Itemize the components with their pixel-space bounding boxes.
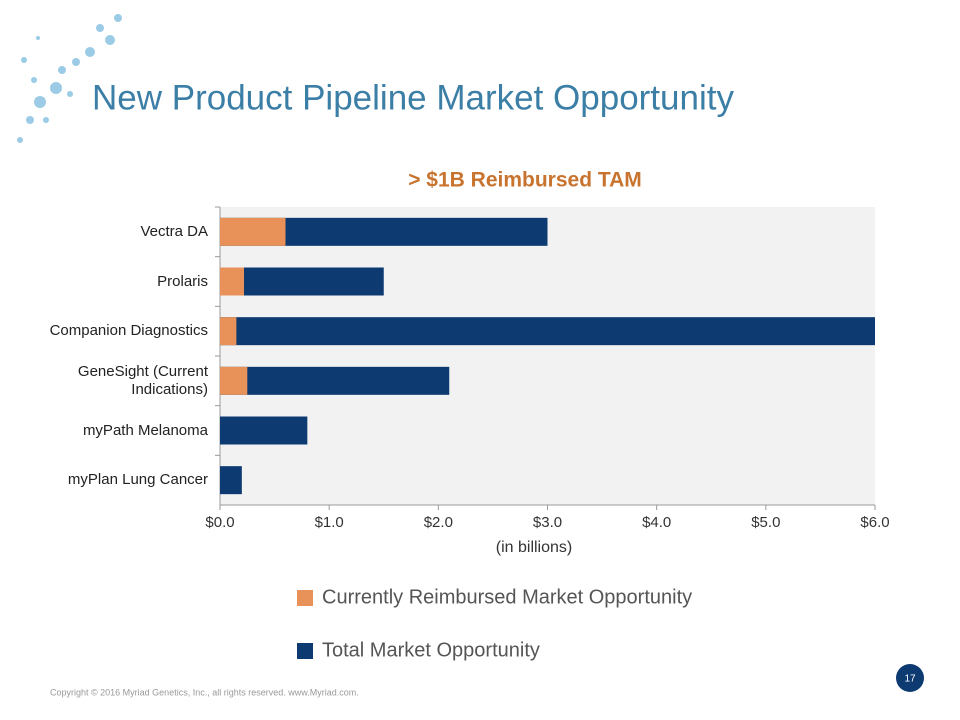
bar <box>220 267 245 296</box>
y-tick-label: GeneSight (Current Indications) <box>77 362 208 398</box>
legend-label: Total Market Opportunity <box>322 639 540 661</box>
bar <box>220 317 875 346</box>
bar <box>220 217 286 246</box>
logo-dots <box>17 14 122 143</box>
slide-title: New Product Pipeline Market Opportunity <box>92 78 734 117</box>
bar <box>220 317 237 346</box>
chart-title: > $1B Reimbursed TAM <box>408 169 642 192</box>
x-tick-label: $6.0 <box>860 514 889 531</box>
bar <box>220 416 308 445</box>
x-tick-label: $4.0 <box>642 514 671 531</box>
y-tick-label: Vectra DA <box>140 222 208 240</box>
bar <box>220 466 242 495</box>
y-tick-label: Companion Diagnostics <box>49 322 208 340</box>
x-tick-label: $2.0 <box>424 514 453 531</box>
y-tick-label: myPath Melanoma <box>82 421 208 439</box>
x-tick-label: $5.0 <box>751 514 780 531</box>
x-tick-label: $1.0 <box>315 514 344 531</box>
x-axis-label: (in billions) <box>496 539 572 556</box>
legend-label: Currently Reimbursed Market Opportunity <box>322 586 692 608</box>
page-number: 17 <box>904 674 916 685</box>
plot-area <box>220 207 875 505</box>
y-tick-label: Prolaris <box>157 272 208 290</box>
x-tick-label: $3.0 <box>533 514 562 531</box>
bar <box>220 366 450 395</box>
bar <box>220 366 248 395</box>
page-badge <box>896 664 924 692</box>
bar <box>220 267 384 296</box>
legend-swatch <box>297 590 313 606</box>
y-tick-label: myPlan Lung Cancer <box>67 471 208 489</box>
footer: Copyright © 2016 Myriad Genetics, Inc., … <box>50 687 359 697</box>
x-tick-label: $0.0 <box>205 514 234 531</box>
legend-swatch <box>297 643 313 659</box>
